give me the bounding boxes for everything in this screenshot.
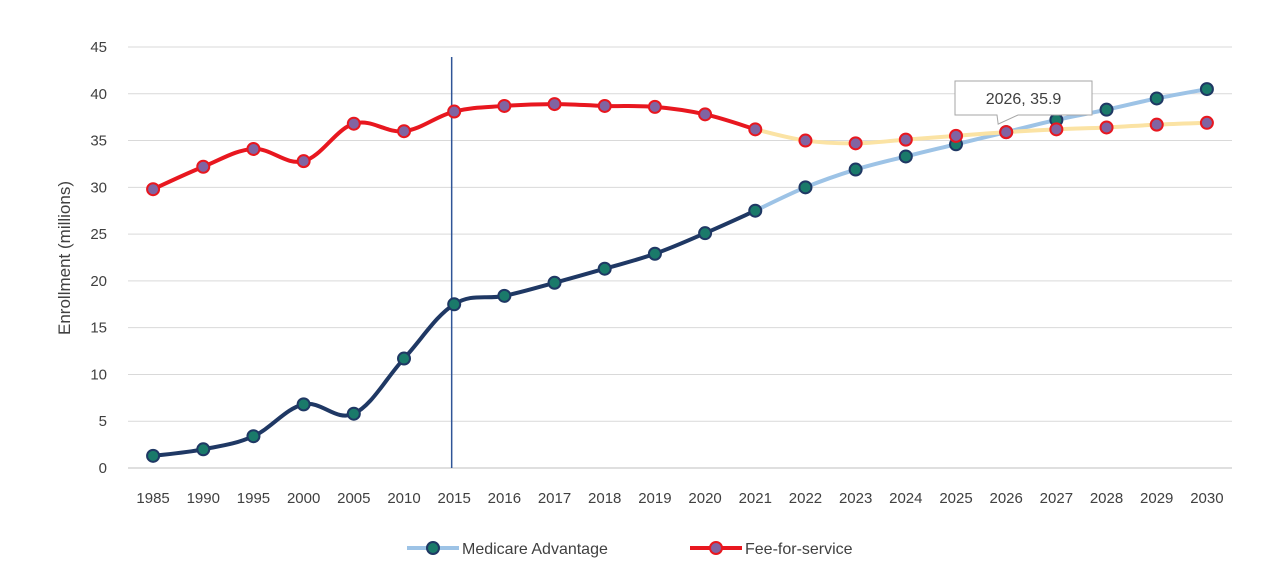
marker-medicare-advantage-2010 xyxy=(397,351,411,366)
legend: Medicare Advantage Fee-for-service xyxy=(407,541,853,558)
marker-medicare-advantage-1995 xyxy=(246,429,261,444)
marker-fee-for-service-2018 xyxy=(597,98,612,113)
marker-medicare-advantage-2028 xyxy=(1099,102,1114,117)
marker-fee-for-service-2030 xyxy=(1199,115,1214,130)
y-tick-label-0: 0 xyxy=(99,460,107,477)
x-tick-label-2005: 2005 xyxy=(337,490,370,507)
x-tick-label-2025: 2025 xyxy=(939,490,972,507)
series-lines xyxy=(151,87,1209,458)
x-tick-label-2000: 2000 xyxy=(287,490,320,507)
y-tick-label-5: 5 xyxy=(99,413,107,430)
x-tick-label-2021: 2021 xyxy=(739,490,772,507)
marker-medicare-advantage-2021 xyxy=(748,203,763,218)
line-projection-medicare-advantage xyxy=(753,87,1209,213)
marker-medicare-advantage-2018 xyxy=(597,261,612,276)
x-tick-label-2028: 2028 xyxy=(1090,490,1123,507)
marker-medicare-advantage-2019 xyxy=(647,246,662,261)
x-tick-label-2020: 2020 xyxy=(688,490,721,507)
x-tick-label-2018: 2018 xyxy=(588,490,621,507)
x-tick-label-2010: 2010 xyxy=(387,490,420,507)
marker-fee-for-service-2026 xyxy=(999,125,1014,140)
y-tick-label-30: 30 xyxy=(90,179,107,196)
x-tick-label-1990: 1990 xyxy=(187,490,220,507)
y-tick-label-45: 45 xyxy=(90,39,107,56)
marker-fee-for-service-2010 xyxy=(397,124,411,139)
marker-fee-for-service-2024 xyxy=(898,132,913,147)
marker-medicare-advantage-2020 xyxy=(698,226,713,241)
x-tick-label-1985: 1985 xyxy=(136,490,169,507)
marker-medicare-advantage-2000 xyxy=(296,397,311,412)
marker-medicare-advantage-2023 xyxy=(848,162,863,177)
y-axis-title: Enrollment (millions) xyxy=(55,181,74,335)
legend-item-fee-for-service: Fee-for-service xyxy=(690,541,853,558)
marker-medicare-advantage-1990 xyxy=(196,442,211,457)
marker-medicare-advantage-2005 xyxy=(346,406,361,421)
legend-label-medicare-advantage: Medicare Advantage xyxy=(462,541,608,558)
marker-fee-for-service-2015 xyxy=(447,104,462,119)
marker-fee-for-service-2020 xyxy=(698,107,713,122)
marker-fee-for-service-2025 xyxy=(949,128,963,143)
marker-fee-for-service-1995 xyxy=(246,141,261,156)
line-medicare-advantage xyxy=(151,208,758,458)
marker-medicare-advantage-2022 xyxy=(798,180,813,195)
x-tick-label-2015: 2015 xyxy=(437,490,470,507)
marker-medicare-advantage-2030 xyxy=(1199,82,1214,97)
marker-fee-for-service-1990 xyxy=(196,159,211,174)
y-tick-label-10: 10 xyxy=(90,366,107,383)
legend-marker-medicare-advantage xyxy=(426,541,440,555)
y-tick-label-15: 15 xyxy=(90,320,107,337)
legend-label-fee-for-service: Fee-for-service xyxy=(745,541,853,558)
marker-medicare-advantage-2024 xyxy=(898,149,913,164)
x-axis-ticks: 1985 1990 1995 2000 2005 2010 2015 2016 2017 2018… xyxy=(136,490,1223,507)
y-tick-label-40: 40 xyxy=(90,86,107,103)
data-callout: 2026, 35.9 xyxy=(954,80,1093,125)
x-tick-label-2016: 2016 xyxy=(488,490,521,507)
y-tick-label-25: 25 xyxy=(90,226,107,243)
marker-medicare-advantage-2029 xyxy=(1149,91,1164,106)
x-tick-label-2029: 2029 xyxy=(1140,490,1173,507)
x-tick-label-2030: 2030 xyxy=(1190,490,1223,507)
x-tick-label-1995: 1995 xyxy=(237,490,270,507)
x-tick-label-2023: 2023 xyxy=(839,490,872,507)
callout-box xyxy=(954,80,1093,125)
y-tick-label-35: 35 xyxy=(90,133,107,150)
legend-item-medicare-advantage: Medicare Advantage xyxy=(407,541,608,558)
marker-medicare-advantage-2015 xyxy=(447,297,462,312)
x-tick-label-2026: 2026 xyxy=(989,490,1022,507)
legend-marker-fee-for-service xyxy=(709,541,723,555)
callout-label: 2026, 35.9 xyxy=(986,91,1062,108)
marker-fee-for-service-2027 xyxy=(1049,122,1064,137)
marker-fee-for-service-2023 xyxy=(848,136,863,151)
x-tick-label-2017: 2017 xyxy=(538,490,571,507)
marker-fee-for-service-2021 xyxy=(748,122,763,137)
gridlines xyxy=(128,46,1232,469)
marker-medicare-advantage-2016 xyxy=(497,288,512,303)
y-tick-label-20: 20 xyxy=(90,273,107,290)
x-tick-label-2022: 2022 xyxy=(789,490,822,507)
line-projection-fee-for-service xyxy=(753,120,1209,146)
marker-fee-for-service-2019 xyxy=(647,99,662,114)
y-axis-ticks: 0 5 10 15 20 25 30 35 40 45 xyxy=(90,39,107,477)
marker-fee-for-service-2028 xyxy=(1099,120,1114,135)
marker-fee-for-service-2000 xyxy=(296,154,311,169)
marker-fee-for-service-1985 xyxy=(146,182,161,197)
x-tick-label-2027: 2027 xyxy=(1040,490,1073,507)
marker-medicare-advantage-1985 xyxy=(146,448,161,463)
marker-fee-for-service-2017 xyxy=(547,97,562,112)
marker-fee-for-service-2022 xyxy=(798,133,813,148)
x-tick-label-2019: 2019 xyxy=(638,490,671,507)
x-tick-label-2024: 2024 xyxy=(889,490,922,507)
marker-medicare-advantage-2017 xyxy=(547,275,562,290)
marker-fee-for-service-2029 xyxy=(1149,117,1164,132)
series-markers xyxy=(146,82,1214,463)
marker-fee-for-service-2016 xyxy=(497,98,512,113)
marker-fee-for-service-2005 xyxy=(346,116,361,131)
